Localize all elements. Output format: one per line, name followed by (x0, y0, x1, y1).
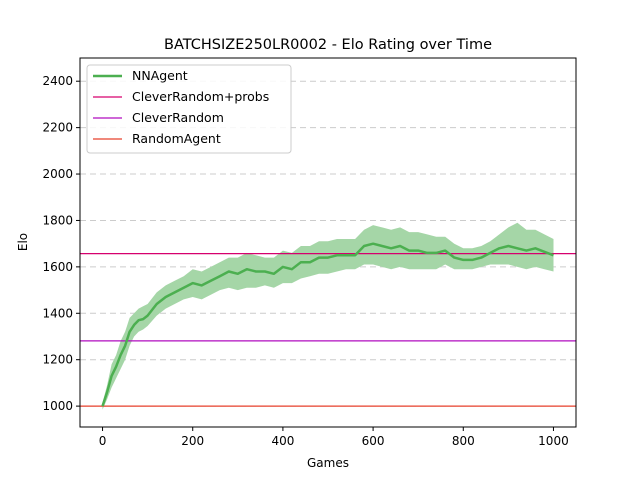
series-lines (101, 242, 554, 407)
y-axis-label: Elo (16, 233, 30, 251)
y-tick-label: 1400 (42, 306, 73, 320)
x-tick-label: 0 (99, 434, 107, 448)
legend-label-cleverrandom-probs: CleverRandom+probs (132, 89, 269, 104)
confidence-bands (102, 222, 554, 410)
legend-box (86, 64, 292, 154)
band-nnagent (102, 222, 554, 410)
y-tick-label: 1600 (42, 260, 73, 274)
y-tick-label: 2200 (42, 121, 73, 135)
legend-label-nnagent: NNAgent (132, 68, 188, 83)
legend-label-cleverrandom: CleverRandom (132, 110, 224, 125)
y-tick-label: 1000 (42, 399, 73, 413)
legend: NNAgent CleverRandom+probs CleverRandom … (86, 64, 292, 154)
y-tick-label: 1200 (42, 353, 73, 367)
x-tick-label: 400 (271, 434, 294, 448)
x-tick-label: 200 (181, 434, 204, 448)
x-tick-label: 800 (452, 434, 475, 448)
y-tick-label: 2000 (42, 167, 73, 181)
plot-frame (79, 57, 577, 428)
x-tick-label: 600 (362, 434, 385, 448)
x-tick-label: 1000 (538, 434, 569, 448)
y-axis-ticks: 1000 1200 1400 1600 1800 2000 2200 2400 (42, 74, 80, 413)
reference-lines (80, 253, 576, 407)
x-axis-ticks: 0 200 400 600 800 1000 (99, 427, 569, 448)
chart-title: BATCHSIZE250LR0002 - Elo Rating over Tim… (164, 37, 492, 53)
x-axis-label: Games (307, 456, 349, 470)
y-tick-label: 1800 (42, 213, 73, 227)
y-tick-label: 2400 (42, 74, 73, 88)
line-nnagent (101, 242, 554, 407)
legend-label-randomagent: RandomAgent (132, 131, 221, 146)
